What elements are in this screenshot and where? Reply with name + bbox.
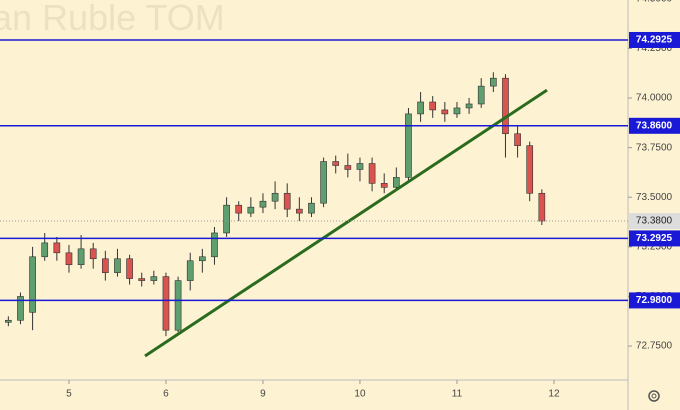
candle-body xyxy=(259,200,267,208)
x-tick-label: 11 xyxy=(452,389,463,400)
level-box xyxy=(629,117,680,134)
candle-body xyxy=(65,252,73,266)
y-tick-label: 73.2500 xyxy=(636,241,673,252)
x-tick-label: 9 xyxy=(260,389,266,400)
level-label: 72.9800 xyxy=(636,295,673,306)
candle-body xyxy=(538,192,546,222)
candle-body xyxy=(211,232,218,258)
candle-body xyxy=(89,248,97,260)
level-box xyxy=(629,292,680,309)
level-box xyxy=(629,31,680,48)
y-tick-label: 73.5000 xyxy=(636,192,673,203)
candle-body xyxy=(526,145,534,194)
candle-body xyxy=(186,260,194,281)
x-tick-label: 12 xyxy=(548,389,560,400)
x-tick-label: 6 xyxy=(163,389,169,400)
candle-body xyxy=(332,161,340,166)
candle-body xyxy=(502,77,509,135)
candle-body xyxy=(5,319,12,323)
candle-body xyxy=(308,202,315,214)
candle-body xyxy=(199,256,206,262)
candle-body xyxy=(283,192,291,210)
candle-body xyxy=(102,258,109,273)
candle-body xyxy=(417,101,424,115)
y-tick-label: 73.7500 xyxy=(636,142,673,153)
candle-body xyxy=(41,242,49,258)
candle-body xyxy=(29,256,36,313)
candle-body xyxy=(356,163,364,170)
settings-icon[interactable] xyxy=(648,390,660,402)
y-tick-label: 72.7500 xyxy=(636,341,673,352)
candle-body xyxy=(150,276,158,281)
gear xyxy=(648,390,660,402)
y-tick-label: 74.0000 xyxy=(636,93,673,104)
level-label: 74.2925 xyxy=(636,35,673,46)
level-box xyxy=(629,230,680,247)
current-price-label: 73.3800 xyxy=(636,216,673,227)
candle-body xyxy=(453,107,461,115)
y-tick-label: 74.5000 xyxy=(636,0,673,4)
current-price-box xyxy=(629,213,680,230)
trend-line xyxy=(144,88,548,358)
candle-body xyxy=(296,208,303,214)
candle-body xyxy=(174,280,182,331)
level-label: 73.2925 xyxy=(636,233,673,244)
candle-body xyxy=(477,85,485,105)
candle-body xyxy=(114,258,121,273)
candle-body xyxy=(247,206,255,214)
candle-body xyxy=(465,103,473,109)
candle-body xyxy=(17,296,24,321)
candle-body xyxy=(53,242,61,254)
candle-body xyxy=(271,192,279,202)
candle-body xyxy=(393,177,400,188)
watermark: an Ruble TOM xyxy=(0,0,225,38)
level-label: 73.8600 xyxy=(636,120,673,131)
y-tick-label: 74.2500 xyxy=(636,43,673,54)
candle-body xyxy=(77,248,85,266)
candle-body xyxy=(490,77,497,87)
candle-body xyxy=(405,113,412,178)
candle-body xyxy=(380,183,388,188)
candle-body xyxy=(138,278,146,281)
candle-body xyxy=(344,165,352,170)
candle-body xyxy=(368,163,376,184)
candle-body xyxy=(441,109,449,115)
candle-body xyxy=(429,101,437,111)
candle-body xyxy=(162,276,170,331)
x-tick-label: 5 xyxy=(66,389,72,400)
candle-body xyxy=(126,258,133,279)
candle-body xyxy=(223,204,230,234)
candle-body xyxy=(235,204,243,214)
x-tick-label: 10 xyxy=(354,389,366,400)
gear-hub xyxy=(651,393,657,399)
candle-body xyxy=(514,133,521,146)
candle-body xyxy=(320,161,327,204)
